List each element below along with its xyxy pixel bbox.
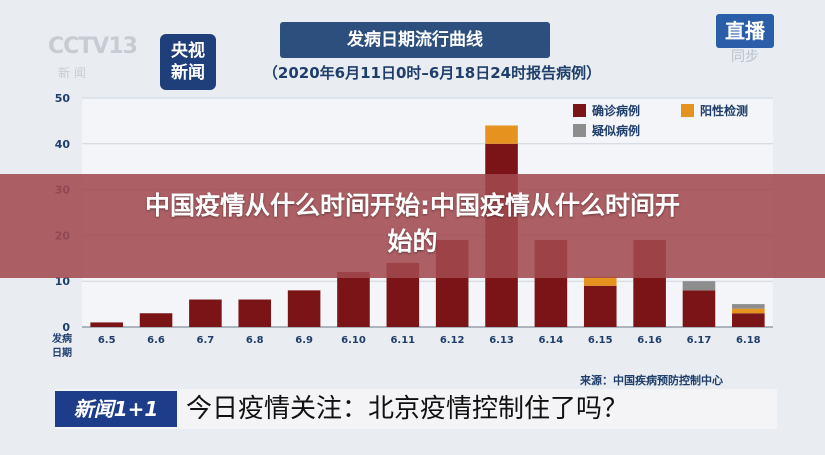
live-badge-sub: 同步: [731, 49, 759, 65]
cctv-logo-text: CCTV13: [48, 34, 138, 59]
legend-swatch: [681, 104, 694, 117]
legend-swatch: [573, 124, 586, 137]
overlay-banner-line2: 始的: [387, 227, 438, 256]
legend-entry: 确诊病例: [592, 103, 640, 118]
overlay-banner: 中国疫情从什么时间开始:中国疫情从什么时间开 始的: [0, 174, 825, 278]
x-tick-label: 6.17: [687, 335, 712, 346]
bar-0-6.9: [287, 290, 321, 327]
live-badge: 直播: [716, 14, 774, 48]
bar-0-6.10: [337, 272, 370, 327]
cctv-logo-sub: 新 闻: [58, 66, 86, 80]
x-tick-label: 6.18: [736, 335, 761, 346]
cctv-news-logo: 央视 新闻: [160, 34, 216, 90]
x-tick-label: 6.7: [197, 335, 215, 346]
x-tick-label: 6.15: [588, 335, 613, 346]
x-tick-label: 6.16: [637, 335, 662, 346]
x-axis-label-line1: 发病: [51, 332, 72, 345]
y-tick-label: 10: [55, 275, 71, 288]
ticker-program-tag: 新闻1+1: [55, 391, 177, 427]
bar-2-6.18: [732, 304, 765, 309]
bar-0-6.15: [583, 285, 617, 327]
bar-1-6.13: [485, 125, 518, 144]
bar-0-6.5: [90, 322, 123, 327]
legend-swatch: [573, 104, 586, 117]
y-tick-label: 50: [55, 92, 71, 105]
bar-0-6.18: [732, 313, 765, 327]
chart-title: 发病日期流行曲线: [280, 22, 550, 58]
bar-0-6.17: [682, 290, 716, 327]
overlay-banner-line1: 中国疫情从什么时间开始:中国疫情从什么时间开: [145, 191, 680, 220]
cctv-logo: CCTV13 新 闻: [48, 34, 158, 86]
bar-0-6.7: [189, 299, 222, 327]
y-tick-label: 0: [62, 321, 70, 334]
cctv-news-logo-line1: 央视: [171, 41, 205, 61]
x-tick-label: 6.14: [539, 335, 564, 346]
data-source: 来源：中国疾病预防控制中心: [580, 374, 723, 387]
bar-0-6.6: [139, 313, 173, 327]
bar-1-6.15: [583, 276, 617, 286]
chart-subtitle: （2020年6月11日0时–6月18日24时报告病例）: [262, 64, 602, 82]
bar-1-6.18: [732, 308, 765, 314]
x-tick-label: 6.5: [98, 335, 116, 346]
cctv-news-logo-line2: 新闻: [171, 63, 205, 83]
x-tick-label: 6.6: [147, 335, 165, 346]
x-tick-label: 6.11: [390, 335, 415, 346]
bar-0-6.8: [238, 299, 272, 327]
legend-entry: 阳性检测: [700, 103, 748, 118]
ticker-headline: 今日疫情关注：北京疫情控制住了吗？: [186, 394, 629, 424]
y-tick-label: 40: [55, 138, 71, 151]
x-tick-label: 6.9: [295, 335, 313, 346]
legend-entry: 疑似病例: [592, 123, 640, 138]
x-tick-label: 6.10: [341, 335, 366, 346]
x-axis-label-line2: 日期: [52, 346, 72, 359]
x-tick-label: 6.12: [440, 335, 465, 346]
x-tick-label: 6.8: [246, 335, 264, 346]
bar-2-6.17: [682, 281, 716, 291]
x-tick-label: 6.13: [489, 335, 514, 346]
